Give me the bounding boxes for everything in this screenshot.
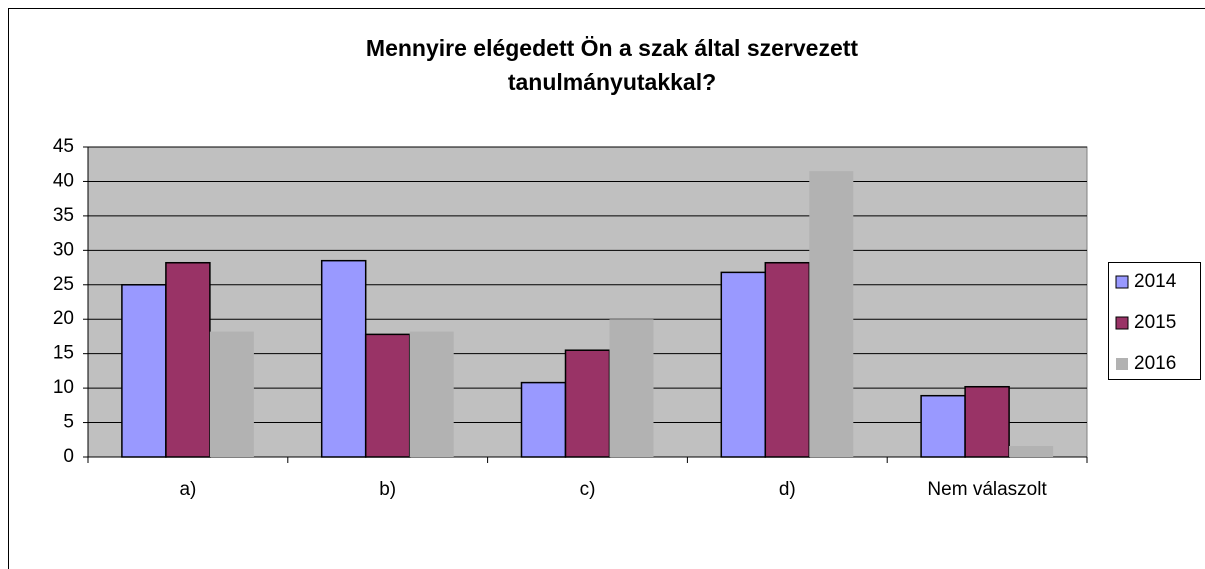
x-tick-label: d) [779, 479, 796, 500]
y-tick-label: 35 [53, 205, 74, 226]
y-tick-label: 20 [53, 308, 74, 329]
x-tick-label: c) [580, 479, 596, 500]
legend-swatch [1115, 316, 1129, 330]
bar [964, 385, 1010, 458]
bar [609, 319, 654, 457]
y-tick-label: 30 [53, 239, 74, 260]
legend-label: 2015 [1134, 312, 1176, 333]
y-tick-label: 40 [53, 170, 74, 191]
y-tick-label: 0 [63, 446, 74, 467]
bar [1009, 445, 1054, 457]
bar [165, 261, 211, 458]
bar [564, 349, 611, 458]
bar [720, 271, 767, 458]
y-tick-label: 5 [63, 412, 74, 433]
y-tick-label: 45 [53, 136, 74, 157]
bar [764, 261, 811, 458]
bar [121, 284, 167, 458]
bar [320, 259, 367, 458]
y-tick-label: 25 [53, 274, 74, 295]
chart-title: tanulmányutakkal? [508, 69, 716, 95]
legend-swatch [1116, 358, 1128, 370]
bar [520, 381, 567, 458]
bar [409, 331, 454, 457]
x-tick-label: a) [179, 479, 196, 500]
x-tick-label: b) [379, 479, 396, 500]
bar [920, 394, 966, 458]
chart-title: Mennyire elégedett Ön a szak által szerv… [366, 35, 858, 61]
legend-swatch [1115, 275, 1129, 289]
bar [809, 171, 854, 457]
legend-label: 2016 [1134, 353, 1176, 374]
bar [209, 331, 254, 457]
bar [364, 333, 411, 458]
y-tick-label: 15 [53, 343, 74, 364]
x-tick-label: Nem válaszolt [927, 479, 1047, 500]
legend-label: 2014 [1134, 271, 1177, 292]
y-tick-label: 10 [53, 377, 74, 398]
